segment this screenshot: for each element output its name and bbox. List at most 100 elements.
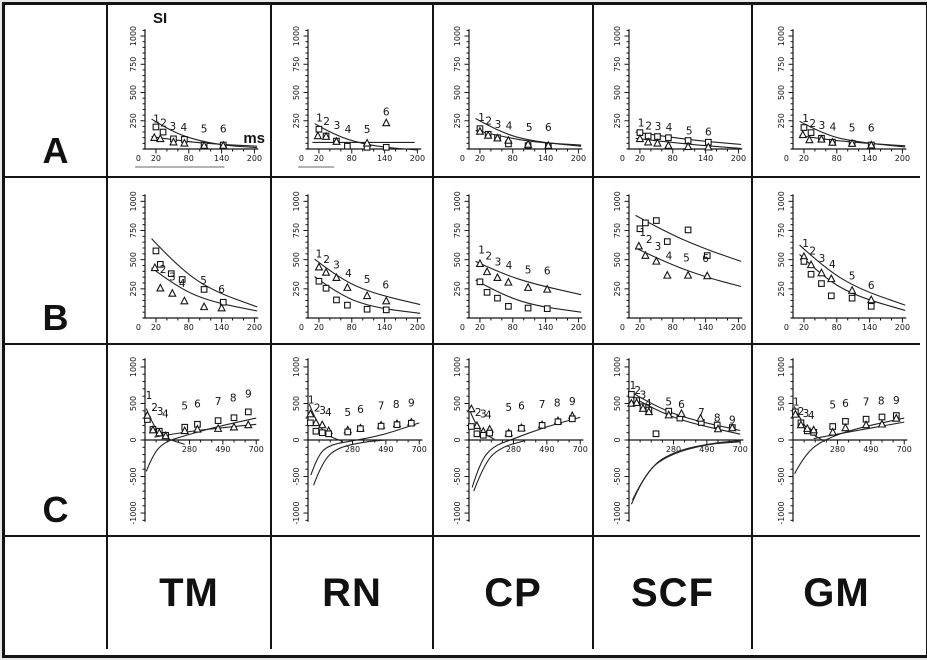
svg-text:1000: 1000	[129, 25, 138, 45]
svg-text:700: 700	[896, 445, 911, 454]
plot-b-scf: 250 500 750 1000 20 80 140 200 0 1 2 3 4 5 6	[594, 178, 753, 345]
plot-a-scf: 250 500 750 1000 20 80 140 200 0 1 2 3 4 5 6	[594, 5, 753, 178]
svg-text:9: 9	[728, 415, 735, 427]
svg-text:6: 6	[382, 279, 389, 291]
svg-text:200: 200	[571, 154, 586, 163]
svg-text:20: 20	[798, 323, 808, 332]
svg-text:1000: 1000	[129, 357, 138, 377]
svg-text:280: 280	[829, 445, 844, 454]
svg-text:6: 6	[220, 123, 227, 135]
svg-text:5: 5	[665, 397, 672, 409]
svg-text:3: 3	[818, 120, 825, 132]
svg-text:2: 2	[645, 120, 652, 132]
svg-text:2: 2	[645, 233, 652, 245]
svg-text:80: 80	[347, 154, 357, 163]
svg-text:1000: 1000	[613, 25, 622, 45]
svg-text:750: 750	[777, 56, 786, 71]
svg-text:0: 0	[613, 437, 622, 442]
svg-text:9: 9	[892, 395, 899, 407]
svg-text:7: 7	[215, 396, 222, 408]
svg-text:0: 0	[783, 323, 788, 332]
svg-text:6: 6	[545, 121, 552, 133]
svg-text:3: 3	[654, 240, 661, 252]
svg-text:1000: 1000	[292, 357, 301, 377]
svg-text:4: 4	[485, 409, 492, 421]
svg-text:1000: 1000	[777, 25, 786, 45]
svg-text:-1000: -1000	[292, 501, 301, 524]
svg-text:9: 9	[569, 396, 576, 408]
svg-text:750: 750	[613, 56, 622, 71]
svg-text:250: 250	[613, 113, 622, 128]
svg-text:0: 0	[136, 323, 141, 332]
svg-text:SI: SI	[153, 10, 167, 27]
corner-empty-cell	[5, 537, 108, 649]
svg-text:6: 6	[702, 253, 709, 265]
svg-text:200: 200	[894, 154, 909, 163]
svg-text:6: 6	[218, 283, 225, 295]
svg-text:8: 8	[230, 392, 237, 404]
svg-text:6: 6	[867, 279, 874, 291]
svg-text:-1000: -1000	[129, 501, 138, 524]
svg-text:200: 200	[247, 154, 262, 163]
svg-text:0: 0	[129, 437, 138, 442]
svg-text:3: 3	[802, 408, 809, 420]
svg-text:5: 5	[685, 125, 692, 137]
svg-text:80: 80	[667, 323, 677, 332]
svg-text:1000: 1000	[613, 191, 622, 211]
svg-text:1: 1	[478, 244, 485, 256]
svg-text:2: 2	[485, 115, 492, 127]
column-label-cp: CP	[434, 537, 594, 649]
svg-text:200: 200	[410, 323, 425, 332]
svg-text:250: 250	[453, 281, 462, 296]
svg-text:20: 20	[314, 323, 324, 332]
svg-text:500: 500	[129, 84, 138, 99]
svg-text:750: 750	[129, 222, 138, 237]
svg-text:500: 500	[129, 252, 138, 267]
svg-text:4: 4	[162, 408, 169, 420]
svg-text:4: 4	[829, 121, 836, 133]
column-label-tm: TM	[108, 537, 272, 649]
svg-text:1000: 1000	[129, 191, 138, 211]
svg-text:2: 2	[809, 117, 816, 129]
svg-text:5: 5	[848, 270, 855, 282]
plot-c-cp: -1000 -500 0 500 1000 280 490 700 2 3 4 5 6 7 8 9	[434, 345, 594, 537]
svg-text:80: 80	[667, 154, 677, 163]
svg-text:750: 750	[292, 222, 301, 237]
svg-text:500: 500	[613, 396, 622, 411]
svg-text:8: 8	[554, 397, 561, 409]
svg-text:750: 750	[613, 222, 622, 237]
svg-text:2: 2	[160, 117, 167, 129]
svg-text:200: 200	[247, 323, 262, 332]
svg-text:140: 140	[214, 154, 229, 163]
svg-text:140: 140	[538, 154, 553, 163]
svg-text:6: 6	[704, 126, 711, 138]
svg-text:5: 5	[364, 124, 371, 136]
svg-text:20: 20	[634, 154, 644, 163]
svg-text:1: 1	[802, 237, 809, 249]
svg-text:20: 20	[151, 154, 161, 163]
svg-text:80: 80	[831, 154, 841, 163]
svg-text:5: 5	[201, 123, 208, 135]
svg-text:2: 2	[634, 385, 641, 397]
svg-text:280: 280	[182, 445, 197, 454]
svg-text:490: 490	[539, 445, 554, 454]
svg-text:1000: 1000	[613, 357, 622, 377]
svg-text:0: 0	[783, 154, 788, 163]
svg-text:5: 5	[526, 121, 533, 133]
svg-text:9: 9	[245, 389, 252, 401]
svg-text:140: 140	[538, 323, 553, 332]
svg-text:5: 5	[829, 400, 836, 412]
svg-text:2: 2	[485, 250, 492, 262]
svg-text:280: 280	[345, 445, 360, 454]
row-label-b: B	[5, 178, 108, 345]
svg-text:7: 7	[862, 396, 869, 408]
svg-text:6: 6	[842, 398, 849, 410]
svg-text:1: 1	[637, 117, 644, 129]
svg-text:80: 80	[347, 323, 357, 332]
svg-text:80: 80	[831, 323, 841, 332]
svg-text:-1000: -1000	[453, 501, 462, 524]
svg-text:500: 500	[129, 396, 138, 411]
svg-text:6: 6	[357, 404, 364, 416]
svg-text:3: 3	[319, 405, 326, 417]
